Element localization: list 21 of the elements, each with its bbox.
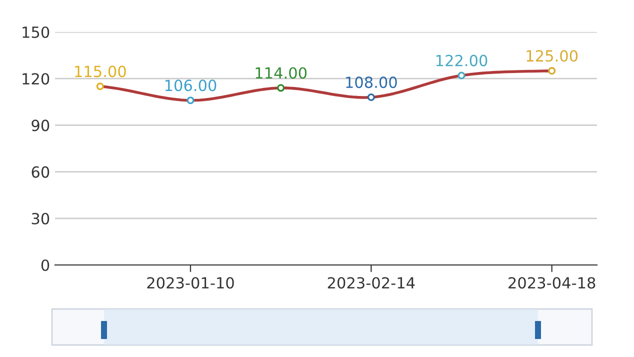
point xyxy=(186,96,194,104)
x-tick-label: 2023-02-14 xyxy=(328,277,415,289)
y-tick-label: 90 xyxy=(32,120,50,132)
point xyxy=(548,67,556,75)
data-label: 108.00 xyxy=(346,76,397,88)
y-tick-label: 30 xyxy=(32,212,50,224)
data-label: 106.00 xyxy=(165,80,216,92)
data-label: 125.00 xyxy=(526,50,578,62)
data-label: 114.00 xyxy=(256,67,307,79)
point xyxy=(277,84,285,92)
x-tick-label: 2023-04-18 xyxy=(508,277,596,289)
point xyxy=(367,93,375,102)
data-label: 115.00 xyxy=(75,66,126,78)
y-tick-label: 120 xyxy=(22,73,50,85)
x-tick-label: 2023-01-10 xyxy=(147,277,234,289)
point xyxy=(458,72,466,80)
y-tick-label: 150 xyxy=(22,26,50,38)
y-tick-label: 60 xyxy=(32,166,50,178)
point xyxy=(96,82,104,90)
y-tick-label: 0 xyxy=(41,259,50,272)
data-label: 122.00 xyxy=(436,54,488,66)
